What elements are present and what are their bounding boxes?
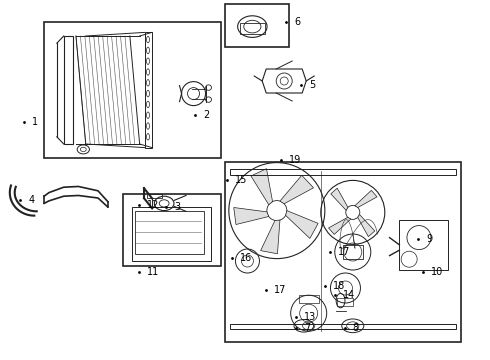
Text: 1: 1 bbox=[32, 117, 38, 127]
Text: 12: 12 bbox=[147, 200, 159, 210]
Bar bbox=[343, 245, 363, 259]
Bar bbox=[44, 22, 220, 158]
Bar bbox=[230, 324, 456, 329]
Bar bbox=[147, 194, 162, 198]
Text: 10: 10 bbox=[431, 267, 443, 277]
Bar bbox=[135, 211, 204, 254]
Text: 8: 8 bbox=[353, 323, 359, 333]
Bar bbox=[225, 162, 461, 342]
Text: 5: 5 bbox=[309, 80, 315, 90]
Polygon shape bbox=[280, 175, 314, 204]
Bar bbox=[240, 23, 265, 34]
Text: 17: 17 bbox=[274, 285, 287, 295]
Text: 14: 14 bbox=[343, 290, 355, 300]
Text: 3: 3 bbox=[174, 202, 180, 212]
Bar bbox=[230, 169, 456, 175]
Polygon shape bbox=[234, 207, 269, 225]
Polygon shape bbox=[355, 190, 377, 207]
Text: 16: 16 bbox=[240, 253, 252, 264]
Bar bbox=[225, 4, 289, 47]
Text: 17: 17 bbox=[338, 247, 350, 257]
Bar bbox=[145, 32, 152, 148]
Bar bbox=[338, 298, 353, 306]
Bar bbox=[399, 220, 448, 270]
Text: 2: 2 bbox=[203, 110, 210, 120]
Polygon shape bbox=[358, 215, 375, 237]
Text: 11: 11 bbox=[147, 267, 159, 277]
Text: 18: 18 bbox=[333, 281, 345, 291]
Polygon shape bbox=[261, 220, 280, 254]
Polygon shape bbox=[329, 217, 351, 234]
Polygon shape bbox=[251, 169, 272, 205]
Bar bbox=[122, 194, 220, 266]
Polygon shape bbox=[331, 188, 348, 210]
Bar bbox=[64, 36, 73, 144]
Text: 9: 9 bbox=[426, 234, 433, 244]
Text: 7: 7 bbox=[304, 323, 310, 333]
Text: 13: 13 bbox=[304, 312, 316, 322]
Text: 19: 19 bbox=[289, 155, 301, 165]
Polygon shape bbox=[286, 211, 318, 238]
Text: 6: 6 bbox=[294, 17, 300, 27]
Bar bbox=[299, 295, 318, 303]
Text: 15: 15 bbox=[235, 175, 247, 185]
Text: 4: 4 bbox=[28, 195, 34, 205]
Bar bbox=[132, 207, 211, 261]
